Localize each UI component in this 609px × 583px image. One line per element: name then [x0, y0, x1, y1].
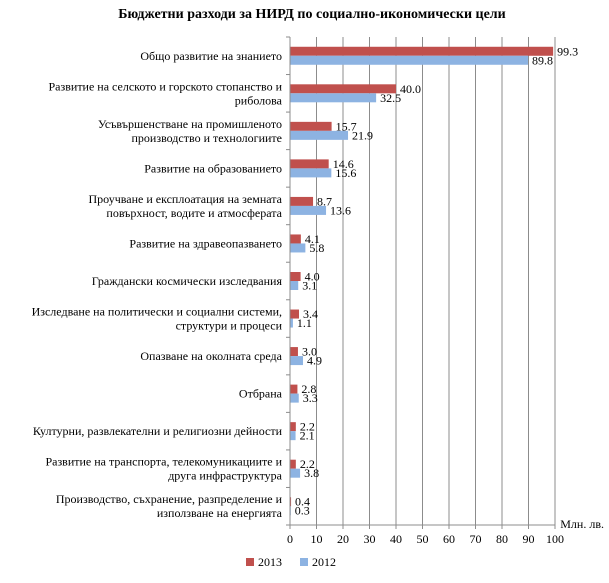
data-label-2013-6: 4.0 — [305, 270, 320, 284]
bar-2012-3 — [290, 168, 332, 178]
bar-2012-9 — [290, 393, 299, 403]
data-label-2012-11: 3.8 — [304, 466, 319, 480]
x-tick-label: 80 — [496, 532, 508, 546]
data-label-2013-4: 8.7 — [317, 194, 332, 208]
data-label-2012-7: 1.1 — [297, 316, 312, 330]
data-label-2013-2: 15.7 — [336, 119, 357, 133]
bar-2012-1 — [290, 93, 377, 103]
bar-2013-0 — [290, 46, 554, 56]
bar-2012-10 — [290, 431, 296, 441]
category-label: структури и процеси — [176, 319, 283, 333]
legend-label-2012: 2012 — [312, 555, 336, 569]
category-label: използване на енергията — [157, 506, 283, 520]
category-label: Отбрана — [239, 387, 283, 401]
axis-layer: 0 10 20 30 40 50 60 70 80 90 100 — [286, 36, 564, 546]
bar-2012-4 — [290, 205, 327, 215]
legend-swatch-2012 — [300, 558, 308, 566]
grid-layer — [316, 37, 556, 525]
data-label-2012-10: 2.1 — [300, 429, 315, 443]
legend: 2013 2012 — [246, 555, 336, 569]
data-label-2013-3: 14.6 — [333, 157, 354, 171]
x-tick-label: 30 — [364, 532, 376, 546]
x-axis-unit-label: Млн. лв. — [560, 517, 604, 531]
bar-2013-10 — [290, 422, 296, 432]
legend-swatch-2013 — [246, 558, 254, 566]
data-label-2013-12: 0.4 — [295, 495, 310, 509]
bar-2012-5 — [290, 243, 306, 253]
bar-2013-6 — [290, 272, 301, 281]
bar-2013-9 — [290, 384, 298, 394]
category-label: Културни, развлекателни и религиозни дей… — [33, 424, 283, 438]
x-tick-label: 50 — [417, 532, 429, 546]
bar-2013-2 — [290, 121, 332, 131]
data-label-2012-8: 4.9 — [307, 354, 322, 368]
category-label: Производство, съхранение, разпределение … — [56, 492, 283, 506]
x-tick-label: 20 — [337, 532, 349, 546]
bar-2013-12 — [290, 497, 292, 507]
category-label: Развитие на образованието — [144, 161, 282, 175]
category-label: Проучване и експлоатация на земната — [89, 192, 283, 206]
x-tick-label: 70 — [470, 532, 482, 546]
x-tick-label: 100 — [546, 532, 564, 546]
category-label: повърхност, водите и атмосферата — [106, 206, 282, 220]
data-label-2012-4: 13.6 — [330, 203, 351, 217]
bar-2013-7 — [290, 309, 300, 319]
data-label-2012-12: 0.3 — [295, 504, 310, 518]
category-label: друга инфраструктура — [168, 469, 282, 483]
bar-2012-11 — [290, 468, 301, 478]
category-label: Общо развитие на знанието — [140, 49, 282, 63]
bar-2013-8 — [290, 347, 298, 357]
bar-2012-7 — [290, 318, 293, 328]
data-label-2012-1: 32.5 — [380, 91, 401, 105]
x-tick-label: 0 — [287, 532, 293, 546]
bar-2012-2 — [290, 130, 349, 140]
data-label-2013-10: 2.2 — [300, 420, 315, 434]
data-label-2012-6: 3.1 — [302, 279, 317, 293]
data-label-2013-8: 3.0 — [302, 345, 317, 359]
x-tick-label: 10 — [311, 532, 323, 546]
x-tick-label: 40 — [390, 532, 402, 546]
category-label: Развитие на транспорта, телекомуникациит… — [45, 455, 282, 469]
bars-layer — [290, 46, 554, 516]
category-label: производство и технологиите — [131, 131, 282, 145]
bar-2013-5 — [290, 234, 301, 244]
category-label: Изследване на политически и социални сис… — [32, 305, 282, 319]
data-label-2013-0: 99.3 — [557, 44, 578, 58]
labels-layer: 99.3 89.8 Общо развитие на знанието 40.032.… — [32, 44, 579, 520]
x-tick-label: 60 — [443, 532, 455, 546]
data-label-2012-3: 15.6 — [335, 166, 356, 180]
category-label: Опазване на околната среда — [140, 349, 282, 363]
bar-2013-4 — [290, 196, 314, 206]
data-label-2012-2: 21.9 — [352, 128, 373, 142]
category-label: Развитие на здравеопазването — [129, 236, 282, 250]
bar-2012-0 — [290, 55, 528, 65]
data-label-2013-9: 2.8 — [301, 382, 316, 396]
bar-2012-6 — [290, 281, 299, 290]
chart-title: Бюджетни разходи за НИРД по социално-ико… — [118, 7, 505, 22]
bar-2013-11 — [290, 459, 296, 469]
data-label-2013-1: 40.0 — [400, 82, 421, 96]
data-label-2013-7: 3.4 — [303, 307, 318, 321]
category-label: Развитие на селското и горското стопанст… — [48, 79, 282, 93]
bar-2013-1 — [290, 84, 396, 94]
bar-2013-3 — [290, 159, 329, 169]
bar-2012-8 — [290, 356, 303, 366]
data-label-2012-9: 3.3 — [303, 391, 318, 405]
category-label: риболова — [235, 93, 283, 107]
legend-label-2013: 2013 — [258, 555, 282, 569]
category-label: Граждански космически изследвания — [92, 274, 283, 288]
data-label-2012-0: 89.8 — [532, 53, 553, 67]
data-label-2012-5: 5.8 — [309, 241, 324, 255]
category-label: Усъвършенстване на промишленото — [98, 117, 282, 131]
data-label-2013-11: 2.2 — [300, 457, 315, 471]
data-label-2013-5: 4.1 — [305, 232, 320, 246]
x-tick-label: 90 — [523, 532, 535, 546]
